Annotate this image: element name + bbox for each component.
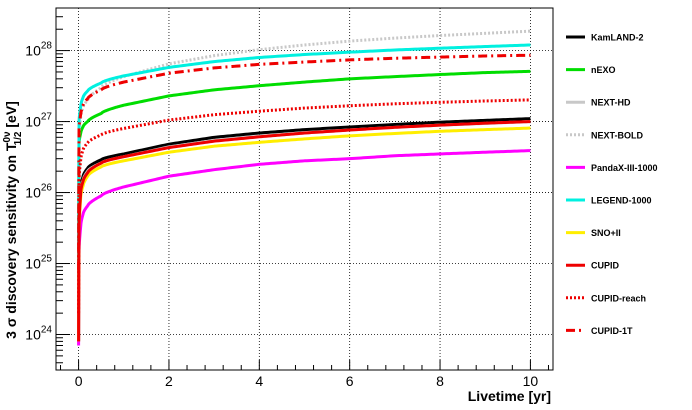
- legend-label-next-bold: NEXT-BOLD: [591, 130, 644, 140]
- axis-ticks: [56, 16, 549, 370]
- series-line-cupid-reach: [77, 98, 531, 314]
- x-tick-label: 10: [523, 373, 539, 389]
- x-tick-label: 2: [165, 373, 173, 389]
- y-tick-label: 1027: [25, 112, 52, 130]
- series-line-nexo: [77, 69, 531, 280]
- x-tick-label: 0: [75, 373, 83, 389]
- y-tick-label: 1026: [25, 183, 52, 201]
- y-axis-label: 3 σ discovery sensitivity on T0ν1/2 [eV]: [2, 101, 24, 339]
- series-line-pandax-iii-1000: [77, 149, 531, 346]
- series-layer: [77, 29, 531, 346]
- x-axis-label: Livetime [yr]: [468, 388, 551, 404]
- y-tick-label: 1028: [25, 41, 52, 59]
- x-tick-label: 6: [346, 373, 354, 389]
- legend-label-sno-ii: SNO+II: [591, 228, 621, 238]
- legend-label-kamland-2: KamLAND-2: [591, 33, 644, 43]
- legend-label-nexo: nEXO: [591, 65, 616, 75]
- legend-label-legend-1000: LEGEND-1000: [591, 196, 652, 206]
- legend: KamLAND-2 nEXO NEXT-HD NEXT-BOLD PandaX-III-…: [566, 33, 658, 336]
- legend-label-cupid-reach: CUPID-reach: [591, 293, 646, 303]
- legend-label-cupid-1t: CUPID-1T: [591, 326, 633, 336]
- x-tick-label: 8: [436, 373, 444, 389]
- legend-label-pandax-iii-1000: PandaX-III-1000: [591, 163, 658, 173]
- x-tick-label: 4: [255, 373, 263, 389]
- y-tick-label: 1024: [25, 325, 52, 343]
- y-tick-label: 1025: [25, 254, 52, 272]
- plot-area: [56, 8, 553, 370]
- series-line-cupid: [77, 120, 531, 342]
- series-line-legend-1000: [77, 43, 531, 264]
- plot-frame: [55, 7, 554, 371]
- tick-labels: 0 2 4 6 8 10 1024 1025 1026 1027 1028: [25, 41, 538, 389]
- legend-label-cupid: CUPID: [591, 261, 620, 271]
- legend-label-next-hd: NEXT-HD: [591, 98, 631, 108]
